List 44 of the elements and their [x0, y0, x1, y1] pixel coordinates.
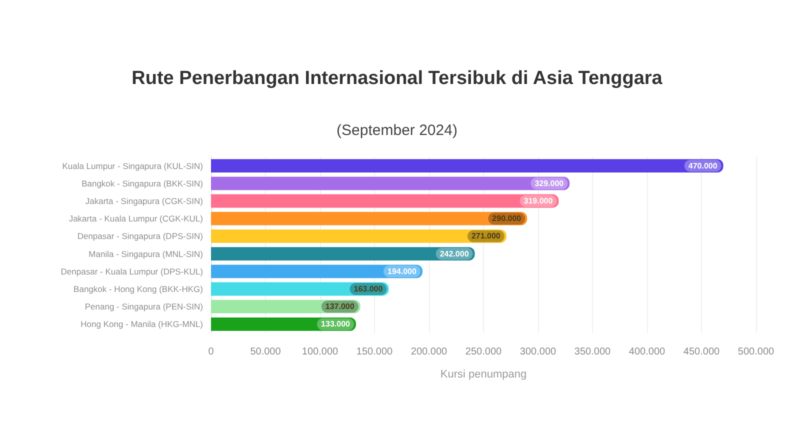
data-label: 329.000 — [534, 178, 564, 188]
x-tick-label: 500.000 — [738, 346, 775, 358]
data-label: 194.000 — [388, 266, 418, 276]
y-tick-label: Hong Kong - Manila (HKG-MNL) — [80, 319, 204, 330]
x-tick-label: 300.000 — [520, 346, 557, 358]
bar — [211, 318, 356, 331]
x-tick-label: 450.000 — [683, 346, 720, 358]
data-label: 470.000 — [688, 161, 718, 170]
y-tick-label: Denpasar - Kuala Lumpur (DPS-KUL) — [60, 266, 204, 276]
x-tick-label: 150.000 — [356, 346, 394, 358]
y-tick-label: Bangkok - Hong Kong (BKK-HKG) — [74, 284, 204, 294]
bar — [211, 212, 528, 226]
x-tick-label: 50.000 — [250, 346, 282, 358]
y-tick-label: Jakarta - Singapura (CGK-SIN) — [85, 196, 204, 206]
bar — [211, 176, 570, 190]
x-tick-label: 100.000 — [302, 346, 339, 358]
data-label: 133.000 — [321, 320, 351, 329]
chart-title: Rute Penerbangan Internasional Tersibuk di Asia Tenggara — [132, 68, 663, 89]
y-tick-label: Manila - Singapura (MNL-SIN) — [88, 248, 204, 259]
bar — [211, 230, 506, 243]
bar — [211, 194, 559, 208]
data-label: 163.000 — [354, 284, 384, 294]
y-tick-label: Penang - Singapura (PEN-SIN) — [84, 302, 204, 312]
data-label: 319.000 — [524, 196, 554, 206]
bar — [211, 264, 422, 278]
y-tick-label: Denpasar - Singapura (DPS-SIN) — [77, 231, 204, 242]
y-tick-label: Kuala Lumpur - Singapura (KUL-SIN) — [62, 160, 204, 171]
y-tick-label: Bangkok - Singapura (BKK-SIN) — [82, 178, 204, 188]
x-tick-label: 200.000 — [410, 346, 448, 358]
data-label: 290.000 — [492, 214, 522, 224]
bar — [211, 282, 389, 296]
y-tick-label: Jakarta - Kuala Lumpur (CGK-KUL) — [68, 214, 204, 224]
x-axis-title: Kursi penumpang — [440, 368, 527, 380]
bar — [211, 159, 724, 172]
data-label: 242.000 — [440, 249, 470, 258]
x-tick-label: 400.000 — [628, 346, 666, 358]
chart-subtitle: (September 2024) — [336, 122, 458, 139]
data-label: 137.000 — [325, 302, 355, 312]
bar — [211, 300, 360, 314]
x-tick-label: 350.000 — [574, 346, 612, 358]
bar — [211, 247, 475, 260]
x-tick-label: 0 — [208, 346, 214, 358]
data-label: 271.000 — [471, 232, 501, 241]
x-tick-label: 250.000 — [465, 346, 502, 358]
